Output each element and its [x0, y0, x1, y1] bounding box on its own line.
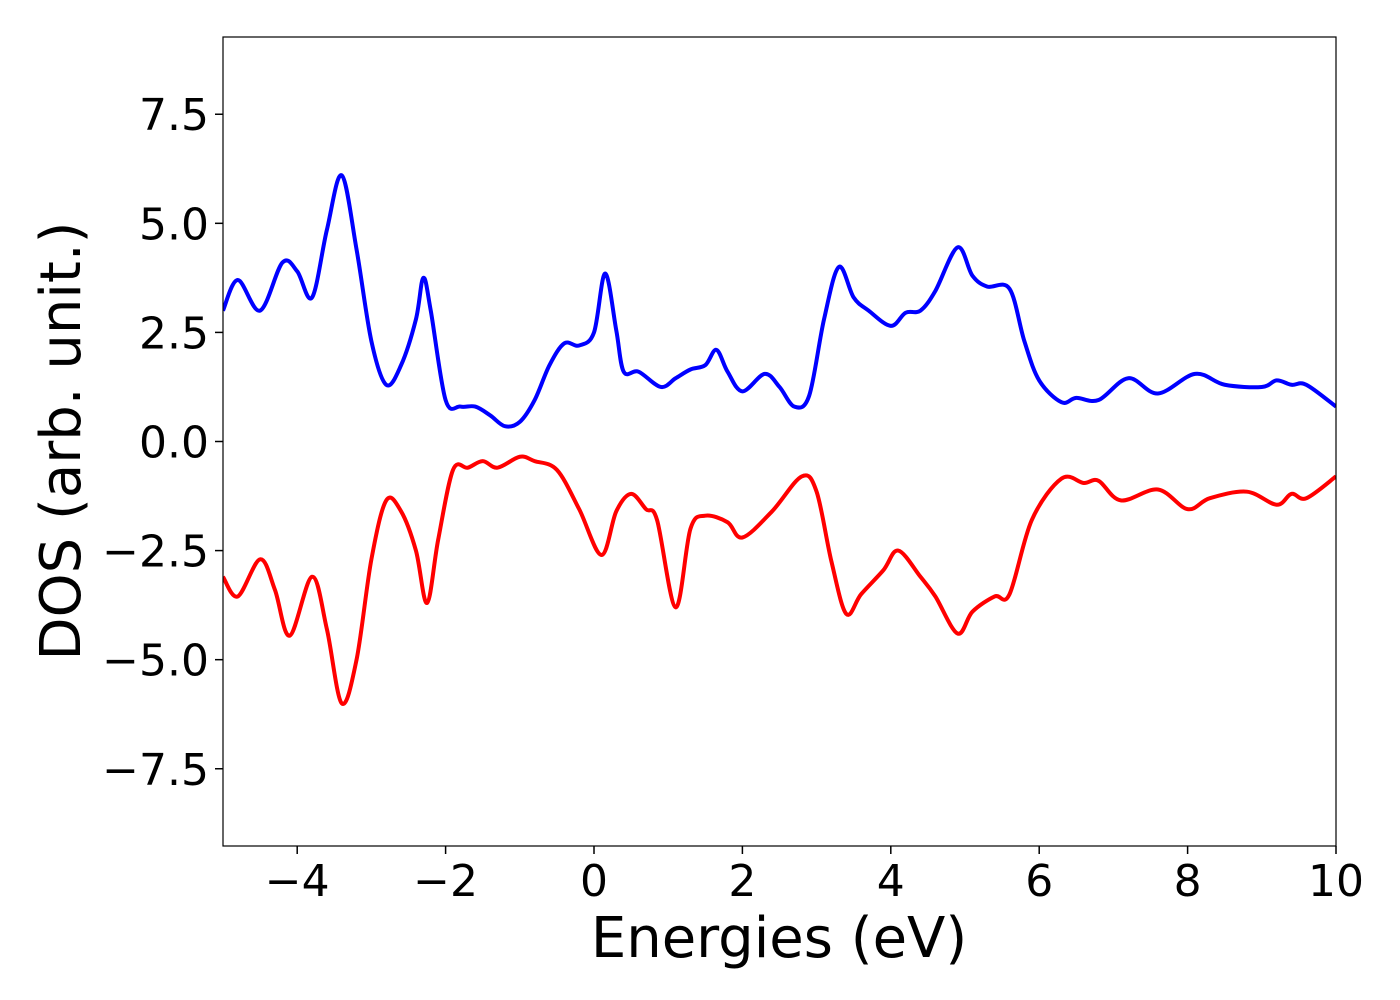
y-tick-label: 5.0: [139, 199, 209, 250]
x-tick-label: 2: [728, 856, 756, 907]
x-tick-label: −4: [265, 856, 330, 907]
x-tick-label: 10: [1308, 856, 1364, 907]
y-tick-label: 0.0: [139, 418, 209, 469]
x-axis-label: Energies (eV): [591, 906, 967, 971]
y-tick-label: 7.5: [139, 90, 209, 141]
x-tick-label: 0: [580, 856, 608, 907]
data-line: [223, 454, 1336, 706]
y-tick-label: 2.5: [139, 308, 209, 359]
data-line: [223, 173, 1336, 429]
plot-frame: [222, 36, 1337, 847]
y-tick-label: −5.0: [102, 636, 209, 687]
y-axis-label: DOS (arb. unit.): [29, 221, 94, 660]
x-tick-label: 4: [877, 856, 905, 907]
x-tick-label: 8: [1174, 856, 1202, 907]
x-tick-label: 6: [1025, 856, 1053, 907]
y-tick-label: −2.5: [102, 527, 209, 578]
y-tick-label: −7.5: [102, 745, 209, 796]
x-tick-label: −2: [413, 856, 478, 907]
